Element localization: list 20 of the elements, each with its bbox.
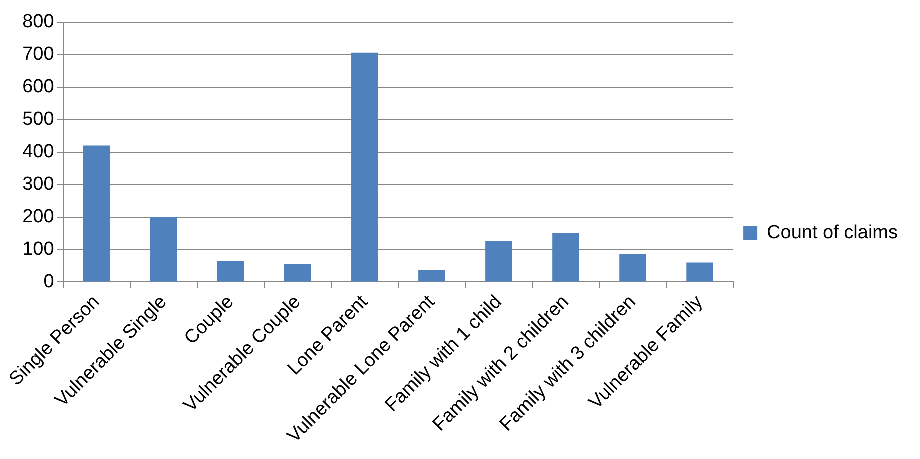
- y-tick-label: 800: [22, 12, 54, 33]
- y-tick-label: 700: [22, 44, 54, 66]
- bar: [352, 52, 378, 282]
- bar: [150, 217, 178, 282]
- y-tick-label: 200: [22, 206, 54, 228]
- bar: [284, 264, 312, 282]
- y-tick-label: 500: [22, 109, 54, 130]
- bar: [418, 270, 446, 282]
- bar: [83, 146, 110, 282]
- y-tick-label: 0: [44, 271, 54, 292]
- bar: [217, 261, 244, 282]
- legend-label: Count of claims: [767, 222, 898, 244]
- bar: [620, 254, 646, 282]
- y-tick-label: 300: [22, 174, 54, 196]
- bar: [686, 262, 714, 282]
- bar: [486, 240, 512, 282]
- y-tick-label: 400: [22, 142, 54, 163]
- y-tick-label: 600: [22, 76, 54, 98]
- y-tick-label: 100: [22, 238, 54, 260]
- bar: [552, 233, 580, 282]
